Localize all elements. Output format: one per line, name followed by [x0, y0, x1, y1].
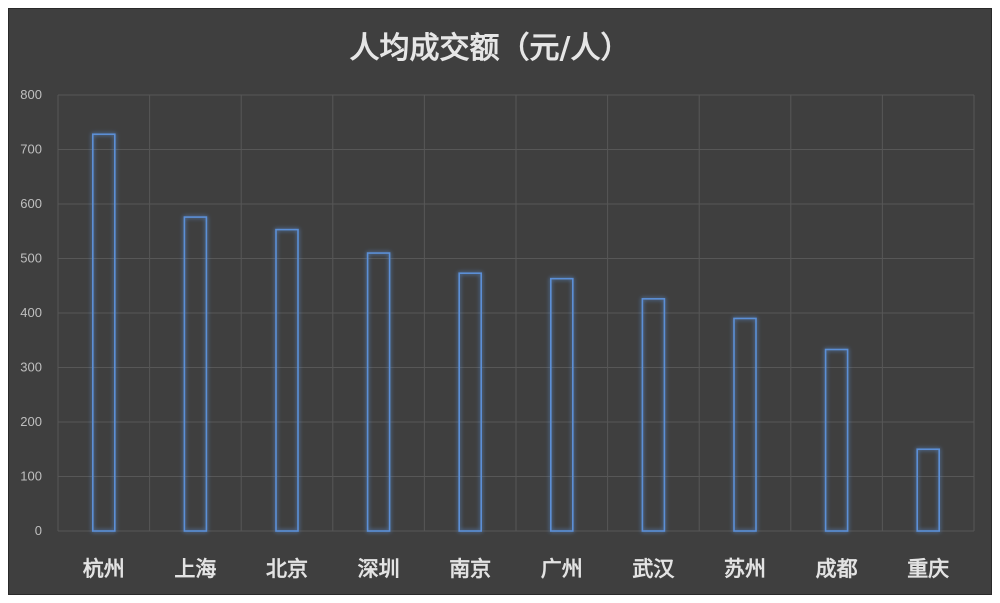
- y-tick-label: 300: [20, 360, 42, 375]
- x-tick-label: 广州: [541, 557, 583, 581]
- bar-9: [916, 448, 941, 532]
- bar-4: [458, 272, 483, 532]
- x-axis: 杭州 上海 北京 深圳 南京 广州 武汉 苏州 成都 重庆: [83, 557, 949, 581]
- x-tick-label: 深圳: [358, 557, 400, 581]
- bar-6: [641, 298, 666, 532]
- x-tick-label: 杭州: [83, 557, 125, 581]
- y-tick-label: 400: [20, 305, 42, 320]
- x-tick-label: 南京: [449, 557, 491, 581]
- x-tick-label: 上海: [174, 557, 216, 581]
- x-tick-label: 成都: [816, 557, 858, 581]
- y-tick-label: 200: [20, 414, 42, 429]
- y-tick-label: 700: [20, 142, 42, 157]
- bar-2: [275, 228, 299, 532]
- chart-title: 人均成交额（元/人）: [350, 31, 631, 66]
- bar-3: [366, 252, 391, 532]
- bar-1: [183, 216, 208, 532]
- x-tick-label: 苏州: [724, 557, 766, 581]
- x-tick-label: 武汉: [632, 557, 675, 581]
- bar-7: [733, 317, 757, 532]
- bar-0: [92, 133, 116, 532]
- grid-lines: [57, 94, 975, 532]
- y-tick-label: 100: [20, 469, 42, 484]
- chart-frame: [8, 8, 992, 595]
- y-tick-label: 0: [35, 523, 42, 538]
- x-tick-label: 北京: [266, 557, 308, 581]
- x-tick-label: 重庆: [907, 557, 949, 581]
- y-tick-label: 600: [20, 196, 42, 211]
- y-tick-label: 800: [20, 87, 42, 102]
- y-axis: 0 100 200 300 400 500 600 700 800: [20, 87, 42, 538]
- y-tick-label: 500: [20, 251, 42, 266]
- bar-8: [824, 348, 849, 532]
- bars: [92, 133, 941, 532]
- bar-5: [549, 277, 574, 532]
